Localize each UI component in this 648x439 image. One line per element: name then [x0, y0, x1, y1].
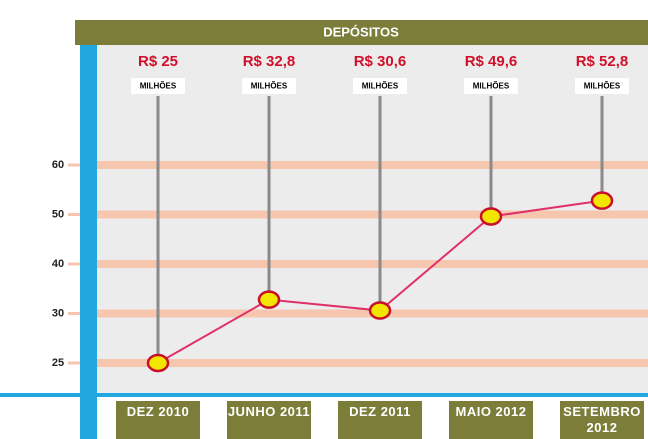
- baseline: [0, 393, 648, 397]
- x-tick-label: JUNHO 2011: [227, 401, 311, 439]
- unit-label: MILHÕES: [473, 82, 510, 91]
- x-tick-label: SETEMBRO 2012: [560, 401, 644, 439]
- unit-box: [242, 78, 296, 94]
- unit-box: [131, 78, 185, 94]
- value-label: R$ 32,8: [243, 53, 296, 70]
- plot-background: [97, 45, 648, 395]
- value-label: R$ 52,8: [576, 53, 629, 70]
- x-tick-label: DEZ 2011: [338, 401, 422, 439]
- y-tick-label: 50: [52, 208, 64, 220]
- chart-title: DEPÓSITOS: [323, 24, 399, 39]
- y-tick-label: 40: [52, 258, 64, 270]
- point: [479, 207, 503, 226]
- title-band: [75, 20, 648, 45]
- unit-label: MILHÕES: [140, 82, 177, 91]
- x-tick-label: DEZ 2010: [116, 401, 200, 439]
- unit-label: MILHÕES: [251, 82, 288, 91]
- value-label: R$ 25: [138, 53, 178, 70]
- point: [368, 301, 392, 320]
- value-label: R$ 49,6: [465, 53, 518, 70]
- left-bar: [80, 45, 97, 439]
- unit-label: MILHÕES: [584, 82, 621, 91]
- unit-box: [464, 78, 518, 94]
- y-tick-label: 25: [52, 357, 64, 369]
- point: [257, 290, 281, 309]
- y-tick-label: 30: [52, 307, 64, 319]
- unit-box: [353, 78, 407, 94]
- point: [590, 191, 614, 210]
- x-tick-label: MAIO 2012: [449, 401, 533, 439]
- value-label: R$ 30,6: [354, 53, 407, 70]
- point: [146, 353, 170, 373]
- y-tick-label: 60: [52, 159, 64, 171]
- unit-label: MILHÕES: [362, 82, 399, 91]
- unit-box: [575, 78, 629, 94]
